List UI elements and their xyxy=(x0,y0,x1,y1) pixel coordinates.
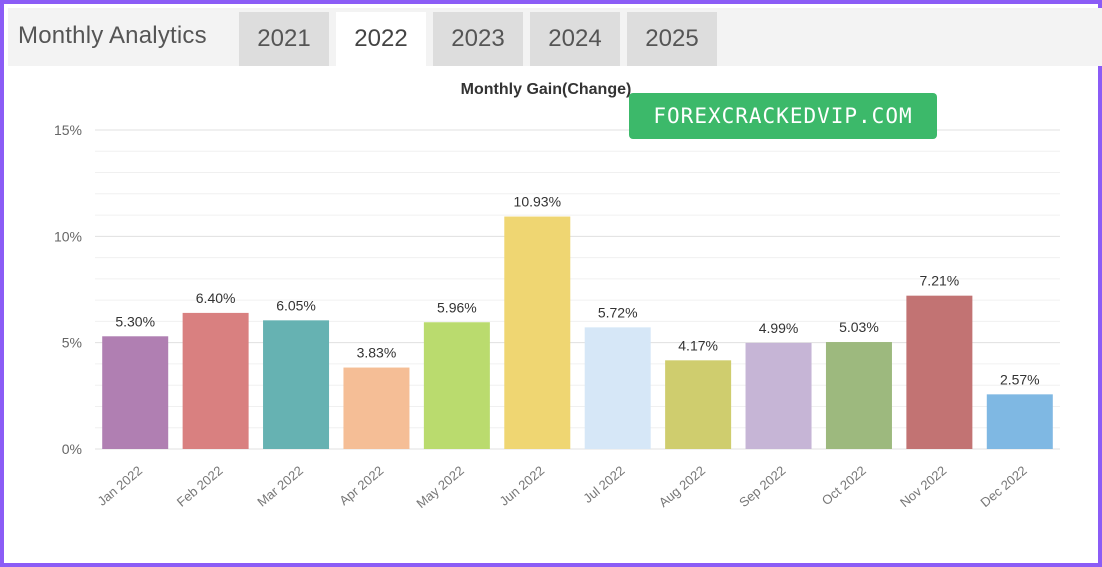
bar-value-label: 6.40% xyxy=(196,290,236,306)
bar-jan-2022 xyxy=(102,336,169,449)
bar-jul-2022 xyxy=(584,327,651,449)
bar-sep-2022 xyxy=(745,342,812,449)
bar-value-label: 4.99% xyxy=(759,320,799,336)
y-tick-label: 0% xyxy=(62,441,82,457)
x-tick-label: Nov 2022 xyxy=(897,463,949,510)
tab-2025[interactable]: 2025 xyxy=(627,12,717,66)
bar-value-label: 4.17% xyxy=(678,337,718,353)
x-tick-label: Aug 2022 xyxy=(656,463,708,510)
bar-value-label: 6.05% xyxy=(276,297,316,313)
page-title: Monthly Analytics xyxy=(18,22,207,49)
bar-feb-2022 xyxy=(182,312,249,449)
x-tick-label: Feb 2022 xyxy=(174,463,226,510)
bar-aug-2022 xyxy=(665,360,732,449)
tab-2023[interactable]: 2023 xyxy=(433,12,523,66)
bar-value-label: 5.72% xyxy=(598,304,638,320)
bar-mar-2022 xyxy=(263,320,330,449)
bar-value-label: 7.21% xyxy=(920,273,960,289)
tab-2022[interactable]: 2022 xyxy=(336,12,426,66)
bar-value-label: 5.96% xyxy=(437,299,477,315)
header-bar: Monthly Analytics 2021 2022 2023 2024 20… xyxy=(8,8,1102,66)
bar-value-label: 10.93% xyxy=(514,194,561,210)
bar-dec-2022 xyxy=(986,394,1053,449)
bar-value-label: 3.83% xyxy=(357,345,397,361)
x-tick-label: May 2022 xyxy=(413,463,466,511)
x-tick-label: Sep 2022 xyxy=(736,463,788,510)
y-tick-label: 5% xyxy=(62,335,82,351)
tab-2024[interactable]: 2024 xyxy=(530,12,620,66)
y-tick-label: 15% xyxy=(54,122,82,138)
tab-2021[interactable]: 2021 xyxy=(239,12,329,66)
bar-oct-2022 xyxy=(825,342,892,449)
bar-value-label: 5.30% xyxy=(115,313,155,329)
bar-nov-2022 xyxy=(906,295,973,449)
watermark-badge: FOREXCRACKEDVIP.COM xyxy=(629,93,937,139)
x-tick-label: Dec 2022 xyxy=(977,463,1029,510)
x-tick-label: Jun 2022 xyxy=(497,463,548,509)
bar-may-2022 xyxy=(423,322,490,449)
x-tick-label: Oct 2022 xyxy=(819,463,869,508)
x-tick-label: Jan 2022 xyxy=(95,463,146,509)
chart-title: Monthly Gain(Change) xyxy=(461,81,632,98)
bar-apr-2022 xyxy=(343,367,410,449)
y-tick-label: 10% xyxy=(54,228,82,244)
x-tick-label: Mar 2022 xyxy=(254,463,306,510)
x-tick-label: Apr 2022 xyxy=(336,463,386,508)
bar-jun-2022 xyxy=(504,216,571,449)
bar-value-label: 5.03% xyxy=(839,319,879,335)
x-tick-label: Jul 2022 xyxy=(580,463,627,506)
bar-value-label: 2.57% xyxy=(1000,371,1040,387)
